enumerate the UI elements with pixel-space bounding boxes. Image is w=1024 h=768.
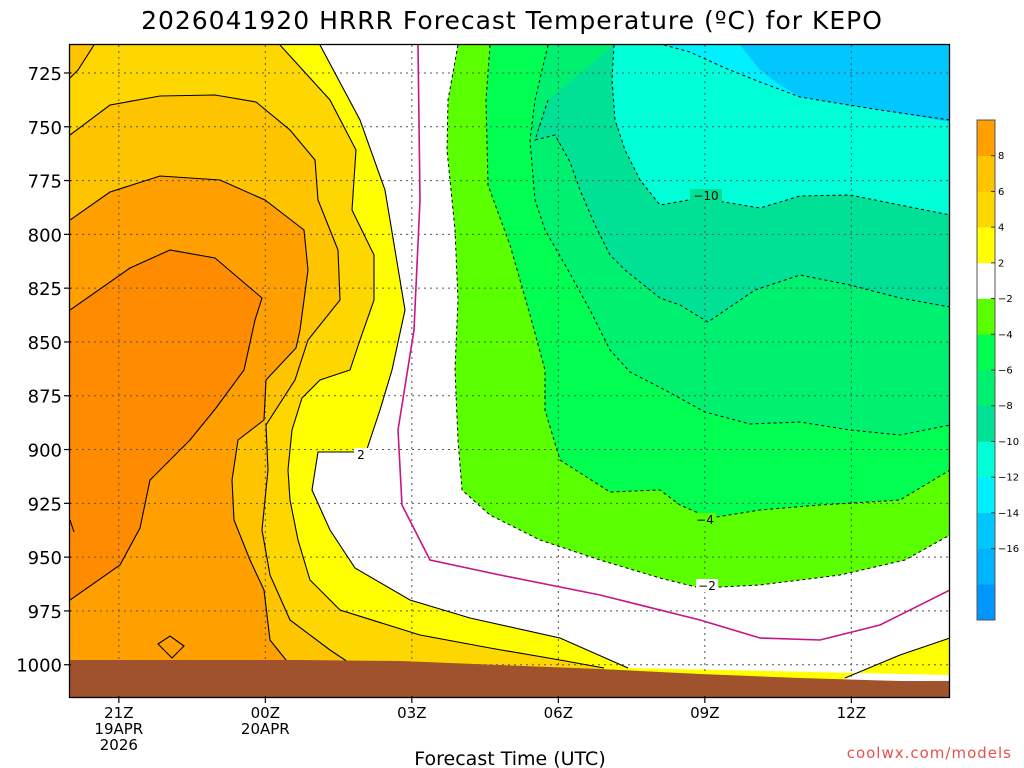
contour-line-10c <box>70 249 263 601</box>
colorbar-label: −10 <box>998 437 1019 448</box>
y-tick-label: 975 <box>28 602 62 623</box>
colorbar-swatch <box>977 334 995 371</box>
contour-line-m12c <box>663 45 949 121</box>
colorbar-label: −8 <box>998 401 1013 412</box>
x-tick-label: 00Z <box>251 704 280 722</box>
contour-label-m4: −4 <box>696 513 714 527</box>
colorbar-swatch <box>977 262 995 299</box>
x-tick-label: 21Z <box>104 704 133 722</box>
contour-line-6c <box>70 45 361 671</box>
colorbar-swatch <box>977 405 995 442</box>
colorbar: 8 6 4 2 −2 −4 −6 −8 −10 −12 −14 −16 <box>976 119 1019 621</box>
colorbar-swatch <box>977 584 995 621</box>
x-tick-label: 20APR <box>241 720 290 738</box>
plot-frame <box>68 43 951 699</box>
warm-contours <box>70 45 949 679</box>
x-tick-label: 06Z <box>544 704 573 722</box>
contour-label-bg <box>696 579 718 592</box>
colorbar-swatch <box>977 298 995 335</box>
colorbar-label: 6 <box>998 187 1004 198</box>
contour-label-bg <box>690 189 722 202</box>
y-axis: 725 750 775 800 825 850 875 900 925 950 975 1000 <box>16 64 71 677</box>
y-tick-label: 825 <box>28 279 62 300</box>
y-tick-label: 925 <box>28 494 62 515</box>
colorbar-label: −6 <box>998 366 1013 377</box>
x-axis-label: Forecast Time (UTC) <box>414 748 605 768</box>
colorbar-label: 8 <box>998 151 1004 162</box>
contour-line-m8c <box>534 99 949 323</box>
colorbar-label: −16 <box>998 544 1019 555</box>
colorbar-swatch <box>977 548 995 585</box>
colorbar-label: −4 <box>998 330 1013 341</box>
y-tick-label: 750 <box>28 118 62 139</box>
contour-line-8c <box>70 175 309 666</box>
gridlines <box>70 45 949 697</box>
y-tick-label: 875 <box>28 387 62 408</box>
colorbar-swatch <box>977 370 995 407</box>
contour-line-2c <box>311 45 629 669</box>
x-tick-label: 12Z <box>837 704 866 722</box>
y-tick-label: 900 <box>28 441 62 462</box>
contour-labels: 2 −10 −4 −2 <box>354 189 722 593</box>
contour-line-4c <box>279 45 605 669</box>
contour-line-m2c <box>446 45 949 589</box>
y-tick-label: 950 <box>28 548 62 569</box>
y-tick-label: 1000 <box>16 656 62 677</box>
contour-label-bg <box>694 513 716 526</box>
terrain <box>70 660 949 697</box>
colorbar-swatch <box>977 441 995 478</box>
freezing-contour <box>397 45 949 641</box>
x-tick-label: 2026 <box>100 736 138 754</box>
band-m14-m16 <box>740 45 949 122</box>
contour-label-bg <box>354 448 368 460</box>
colorbar-swatch <box>977 512 995 549</box>
y-tick-label: 800 <box>28 225 62 246</box>
contour-line-8c-island <box>157 635 185 659</box>
colorbar-label: −2 <box>998 294 1013 305</box>
contour-label-m10: −10 <box>693 189 718 203</box>
contour-line-warm-edge <box>70 519 75 533</box>
x-tick-label: 19APR <box>94 720 143 738</box>
contour-line-m6c <box>529 45 949 436</box>
contour-line-m10c <box>611 45 949 216</box>
contour-line-2c-right <box>844 637 949 679</box>
watermark: coolwx.com/models <box>847 744 1012 762</box>
x-tick-label: 03Z <box>397 704 426 722</box>
chart-title: 2026041920 HRRR Forecast Temperature (ºC… <box>141 6 883 35</box>
colorbar-label: −14 <box>998 508 1019 519</box>
contour-line-m4c <box>485 45 949 519</box>
colorbar-label: −12 <box>998 473 1019 484</box>
colorbar-swatch <box>977 227 995 264</box>
contour-label-2: 2 <box>357 448 365 462</box>
plot-area <box>70 45 949 697</box>
colorbar-swatch <box>977 155 995 192</box>
y-tick-label: 725 <box>28 64 62 85</box>
colorbar-swatch <box>977 191 995 228</box>
x-tick-label: 09Z <box>690 704 719 722</box>
colorbar-label: 4 <box>998 223 1004 234</box>
contour-label-m2: −2 <box>698 579 716 593</box>
colorbar-label: 2 <box>998 258 1004 269</box>
colorbar-swatch <box>977 477 995 514</box>
colorbar-swatch <box>977 120 995 157</box>
cold-contours <box>446 45 949 589</box>
y-tick-label: 775 <box>28 172 62 193</box>
band-10-12 <box>70 250 262 600</box>
y-tick-label: 850 <box>28 333 62 354</box>
